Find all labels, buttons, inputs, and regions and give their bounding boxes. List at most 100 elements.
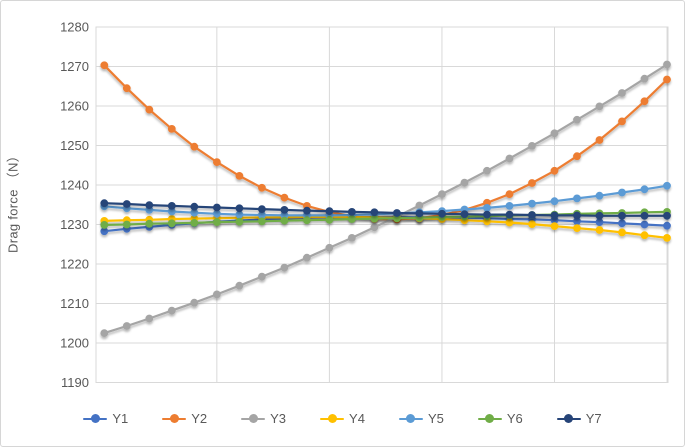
series-Y3-marker (573, 115, 581, 124)
series-Y7-marker (505, 210, 514, 219)
series-Y3-marker (258, 272, 266, 281)
series-Y2 (100, 61, 671, 224)
legend-item-Y7: Y7 (556, 411, 602, 426)
series-Y5-marker (235, 210, 244, 219)
legend-item-Y1: Y1 (83, 411, 128, 426)
legend-marker-icon (485, 414, 495, 423)
series-Y7-marker (303, 206, 311, 215)
legend-label: Y1 (112, 411, 129, 426)
series-Y2-marker (145, 105, 154, 114)
series-Y7-marker (550, 211, 559, 220)
series-Y7-marker (348, 208, 356, 216)
series-Y1-marker (595, 218, 604, 227)
plot-area-border (95, 26, 669, 383)
series-Y5-marker (167, 207, 176, 216)
legend-label: Y6 (506, 411, 523, 426)
series-Y5-marker (663, 181, 671, 190)
legend-label: Y3 (270, 411, 287, 426)
series-Y7-marker (460, 210, 469, 219)
series-Y6-marker (303, 216, 311, 225)
series-Y4-marker (505, 218, 514, 227)
series-Y5-line (103, 184, 669, 217)
series-Y5-marker (573, 194, 581, 203)
legend-item-Y4: Y4 (320, 411, 365, 426)
series-Y1-marker (640, 220, 649, 229)
legend-item-Y3: Y3 (241, 411, 286, 426)
series-Y3-marker (618, 89, 626, 97)
series-Y3-marker (550, 129, 559, 138)
series-Y3-marker (167, 306, 176, 315)
series-Y7-marker (167, 202, 176, 210)
series-Y2-line (103, 64, 669, 221)
legend-swatch-Y2 (162, 414, 187, 423)
series-Y1-marker (663, 221, 671, 230)
series-Y4-marker (640, 231, 649, 240)
legend-swatch-Y6 (477, 414, 502, 423)
series-Y3-marker (663, 60, 671, 69)
legend-item-Y2: Y2 (162, 411, 207, 426)
series-Y5-marker (258, 211, 266, 219)
series-Y7-marker (663, 211, 671, 220)
series-Y6-marker (145, 219, 154, 228)
series-Y7-marker (393, 209, 401, 217)
series-Y5-marker (483, 204, 491, 212)
series-Y7-marker (190, 202, 199, 211)
y-axis-tick-label: 1280 (60, 20, 89, 35)
series-Y3 (100, 60, 671, 337)
series-Y2-marker (213, 158, 221, 167)
series-Y7-marker (528, 211, 536, 219)
series-Y6-marker (235, 217, 244, 226)
series-Y2-marker (550, 166, 559, 175)
series-Y2-marker (280, 193, 289, 202)
series-Y3-marker (370, 223, 379, 232)
series-Y7-marker (370, 208, 379, 217)
series-Y5-marker (550, 197, 559, 206)
series-Y7-marker (325, 207, 334, 216)
series-Y4-marker (618, 228, 626, 237)
legend-swatch-Y3 (241, 414, 266, 423)
y-axis-tick-label: 1200 (60, 336, 89, 351)
series-Y3-marker (460, 178, 469, 187)
series-Y5-marker (505, 202, 514, 210)
y-axis-tick-label: 1240 (60, 178, 89, 193)
series-Y6-marker (213, 218, 221, 227)
series-Y3-marker (100, 329, 109, 337)
y-axis-tick-label: 1250 (60, 138, 89, 153)
series-Y3-marker (348, 234, 356, 242)
y-axis-tick-label: 1190 (61, 375, 89, 390)
series-Y7-marker (573, 211, 581, 220)
series-Y2-marker (258, 183, 266, 192)
series-Y2-marker (505, 190, 514, 199)
series-Y3-marker (145, 314, 154, 323)
series-Y2-marker (528, 179, 536, 187)
series-Y3-marker (528, 142, 536, 150)
series-Y2-marker (595, 136, 604, 144)
legend-marker-icon (327, 414, 337, 423)
series-Y3-marker (303, 253, 311, 262)
series-Y5-marker (640, 185, 649, 194)
series-Y2-marker (100, 61, 109, 70)
legend-swatch-Y7 (556, 414, 581, 423)
series-Y2-marker (167, 125, 176, 133)
series-Y7-marker (122, 200, 131, 208)
series-Y6-marker (190, 219, 199, 227)
series-Y3-marker (415, 201, 424, 210)
series-Y7-marker (258, 205, 266, 214)
series-Y3-line (103, 63, 669, 335)
series-Y1-marker (573, 217, 581, 226)
series-Y4-marker (573, 224, 581, 233)
series-Y6-marker (258, 217, 266, 226)
legend-swatch-Y5 (398, 414, 423, 423)
series-Y5-marker (528, 199, 536, 208)
series-Y3-marker (505, 154, 514, 163)
series-Y3-marker (235, 281, 244, 290)
series-Y7-marker (618, 211, 626, 220)
y-axis-tick-label: 1230 (60, 217, 89, 232)
legend-marker-icon (248, 414, 258, 423)
series-Y6-marker (370, 214, 379, 223)
series-Y5-marker (213, 209, 221, 218)
series-Y2-marker (235, 172, 244, 180)
series-Y6-marker (280, 216, 289, 225)
legend-label: Y4 (349, 411, 365, 426)
